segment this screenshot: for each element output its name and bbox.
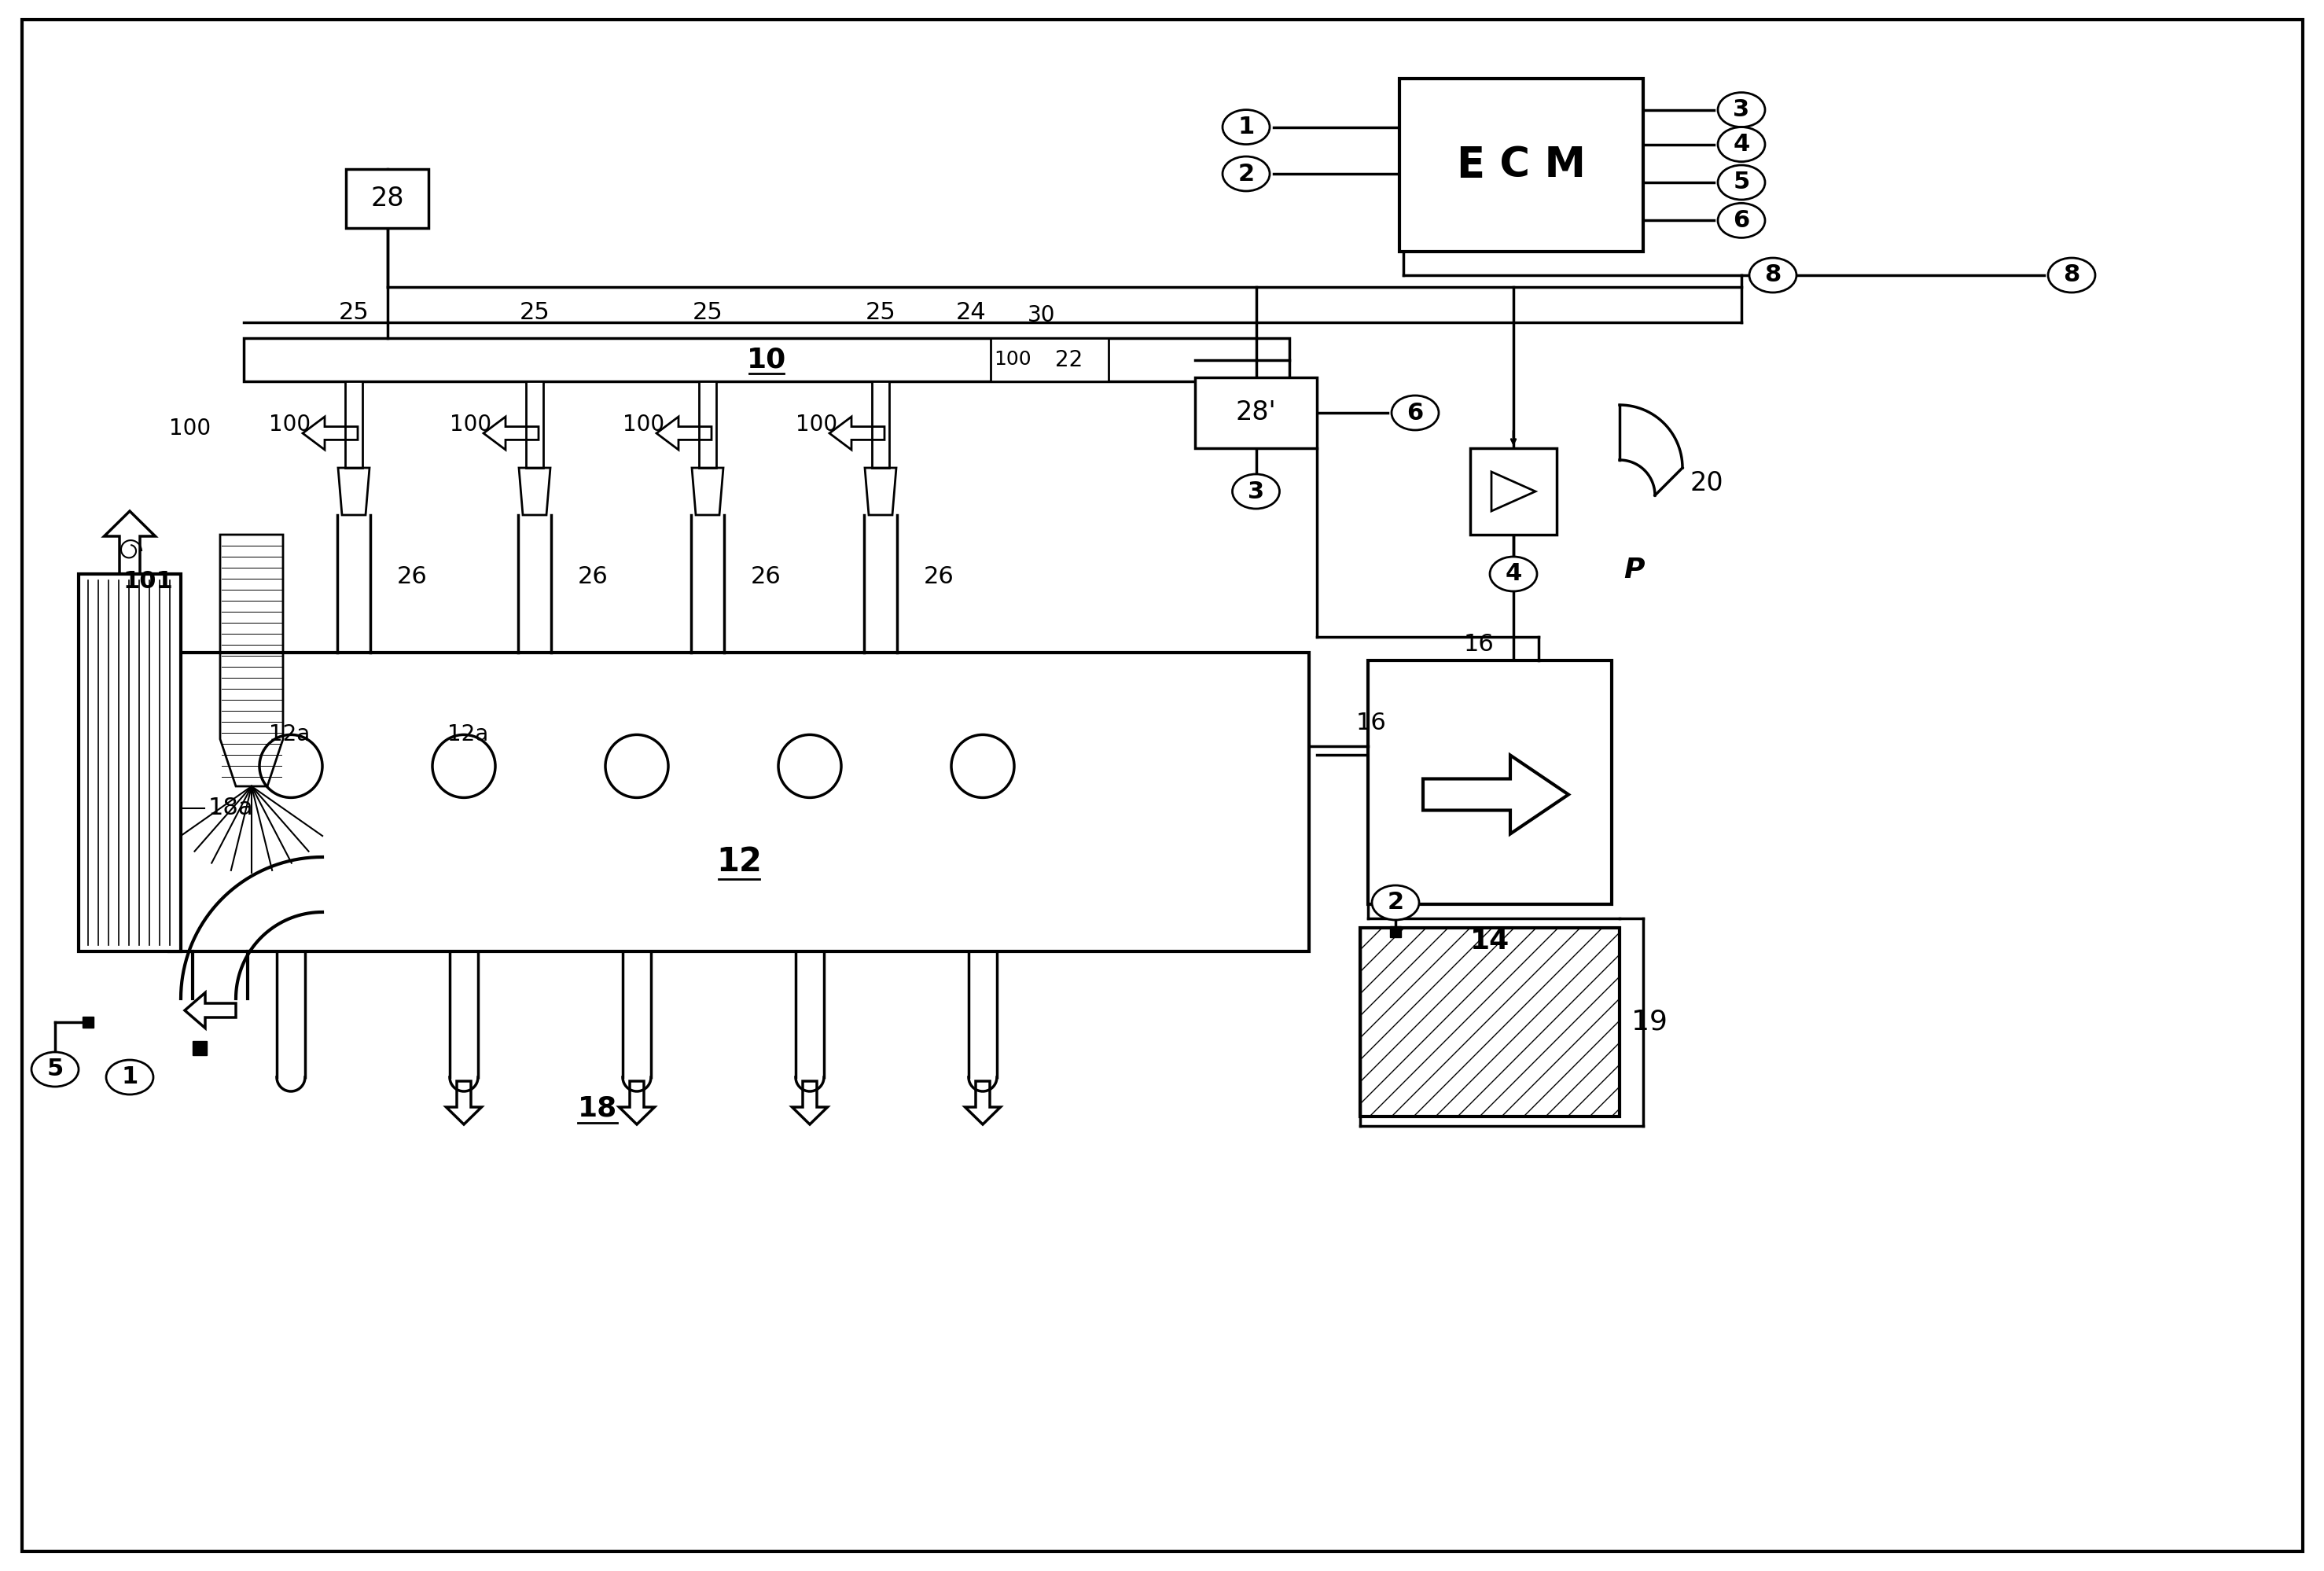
Ellipse shape	[1717, 203, 1764, 237]
Bar	[1195, 377, 1318, 448]
Text: 19: 19	[1631, 1009, 1666, 1035]
Circle shape	[779, 735, 841, 798]
Ellipse shape	[107, 1060, 153, 1095]
Text: 26: 26	[751, 566, 781, 588]
Bar	[193, 1042, 207, 1056]
Ellipse shape	[1392, 396, 1439, 430]
Text: 25: 25	[693, 302, 723, 324]
Text: 8: 8	[2064, 264, 2080, 286]
Ellipse shape	[1717, 127, 1764, 162]
Text: 22: 22	[1055, 349, 1083, 371]
Text: 12: 12	[716, 845, 762, 878]
Text: 100: 100	[270, 413, 311, 435]
Text: 26: 26	[923, 566, 955, 588]
Bar	[244, 338, 1290, 382]
Text: 6: 6	[1406, 402, 1425, 424]
Bar	[1390, 927, 1401, 938]
Bar	[700, 382, 716, 468]
Ellipse shape	[1717, 165, 1764, 200]
Text: 5: 5	[46, 1057, 63, 1081]
Bar	[525, 382, 544, 468]
Text: 4: 4	[1506, 562, 1522, 586]
Ellipse shape	[1232, 474, 1281, 509]
Ellipse shape	[1750, 258, 1796, 292]
Text: 16: 16	[1464, 633, 1494, 657]
Text: 3: 3	[1734, 99, 1750, 121]
Text: 3: 3	[1248, 481, 1264, 503]
Text: 16: 16	[1357, 712, 1387, 734]
Circle shape	[260, 735, 323, 798]
Bar	[346, 170, 428, 228]
Bar	[1360, 928, 1620, 1117]
Text: 18a: 18a	[209, 796, 253, 820]
Text: 26: 26	[579, 566, 609, 588]
Text: 28': 28'	[1236, 401, 1276, 426]
Circle shape	[604, 735, 669, 798]
Text: 1: 1	[121, 1065, 137, 1089]
Bar	[1399, 79, 1643, 251]
Text: 8: 8	[1764, 264, 1780, 286]
Text: 10: 10	[746, 346, 786, 372]
Bar	[1369, 660, 1613, 905]
Ellipse shape	[2047, 258, 2096, 292]
Text: 100: 100	[170, 418, 211, 440]
Text: 5: 5	[1734, 171, 1750, 193]
Text: 26: 26	[397, 566, 428, 588]
Bar	[79, 573, 181, 952]
Text: 24: 24	[955, 302, 985, 324]
Text: 100: 100	[795, 413, 837, 435]
Ellipse shape	[1371, 886, 1420, 921]
Text: 6: 6	[1734, 209, 1750, 233]
Text: 101: 101	[123, 570, 172, 594]
Text: 100: 100	[449, 413, 490, 435]
Ellipse shape	[1717, 93, 1764, 127]
Text: 100: 100	[995, 350, 1032, 369]
Text: 14: 14	[1471, 928, 1511, 955]
Text: 25: 25	[339, 302, 370, 324]
Text: 28: 28	[370, 185, 404, 212]
Text: 12a: 12a	[270, 724, 309, 746]
Text: 1: 1	[1239, 116, 1255, 138]
Bar	[346, 382, 363, 468]
Ellipse shape	[1222, 110, 1269, 145]
Text: 25: 25	[518, 302, 551, 324]
Circle shape	[951, 735, 1013, 798]
Text: 30: 30	[1027, 305, 1055, 327]
Text: 18: 18	[579, 1095, 618, 1122]
Ellipse shape	[33, 1053, 79, 1087]
Ellipse shape	[1490, 556, 1536, 591]
Text: 100: 100	[623, 413, 665, 435]
Bar	[84, 1016, 93, 1027]
Text: 20: 20	[1690, 471, 1724, 496]
Text: P: P	[1624, 556, 1645, 583]
Text: 2: 2	[1387, 891, 1404, 914]
Bar	[872, 382, 890, 468]
Text: 4: 4	[1734, 134, 1750, 156]
Text: E C M: E C M	[1457, 145, 1585, 185]
Text: 12a: 12a	[446, 724, 488, 746]
Circle shape	[432, 735, 495, 798]
Bar	[1471, 448, 1557, 534]
Text: 25: 25	[865, 302, 895, 324]
Bar	[170, 652, 1308, 952]
Bar	[990, 338, 1109, 382]
Text: 2: 2	[1239, 162, 1255, 185]
Ellipse shape	[1222, 157, 1269, 192]
